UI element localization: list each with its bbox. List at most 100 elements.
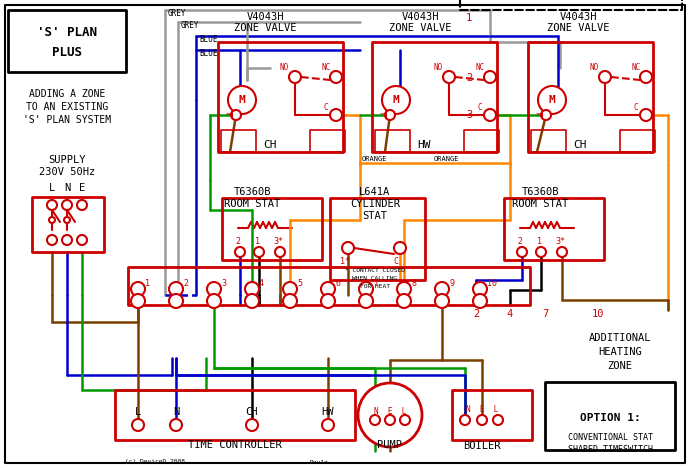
- Circle shape: [359, 294, 373, 308]
- Text: N: N: [64, 183, 70, 193]
- Bar: [330, 198, 425, 280]
- Text: PLUS: PLUS: [52, 45, 82, 58]
- Text: NO: NO: [589, 64, 599, 73]
- Text: ⊣: ⊣: [225, 109, 233, 122]
- Circle shape: [385, 415, 395, 425]
- Text: 8: 8: [411, 279, 416, 288]
- Text: BLUE: BLUE: [199, 35, 217, 44]
- Circle shape: [640, 71, 652, 83]
- Text: 1: 1: [145, 279, 150, 288]
- Bar: [464, 130, 499, 152]
- Circle shape: [283, 294, 297, 308]
- Text: 230V 50Hz: 230V 50Hz: [39, 167, 95, 177]
- Circle shape: [321, 282, 335, 296]
- Circle shape: [473, 294, 487, 308]
- Text: GREY: GREY: [181, 21, 199, 29]
- Text: 4: 4: [507, 309, 513, 319]
- Text: HW: HW: [322, 407, 334, 417]
- Circle shape: [321, 294, 335, 308]
- Text: M: M: [393, 95, 400, 105]
- Circle shape: [228, 86, 256, 114]
- Text: NO: NO: [279, 64, 288, 73]
- Text: M: M: [549, 95, 555, 105]
- Circle shape: [493, 415, 503, 425]
- Circle shape: [599, 71, 611, 83]
- Text: ROOM STAT: ROOM STAT: [512, 199, 568, 209]
- Circle shape: [131, 282, 145, 296]
- Circle shape: [289, 71, 301, 83]
- Bar: [128, 267, 530, 305]
- Text: SUPPLY: SUPPLY: [48, 155, 86, 165]
- Text: NC: NC: [475, 64, 484, 73]
- Text: E: E: [79, 183, 85, 193]
- Circle shape: [245, 294, 259, 308]
- Text: 1*: 1*: [340, 257, 350, 266]
- Text: C: C: [477, 103, 482, 112]
- Bar: [528, 42, 653, 152]
- Text: CH: CH: [264, 140, 277, 150]
- Text: 7: 7: [373, 279, 378, 288]
- Circle shape: [47, 200, 57, 210]
- Text: T6360B: T6360B: [521, 187, 559, 197]
- Circle shape: [460, 415, 470, 425]
- Text: N  E  L: N E L: [374, 408, 406, 417]
- Bar: [32, 197, 104, 252]
- Circle shape: [330, 109, 342, 121]
- Text: T6360B: T6360B: [233, 187, 270, 197]
- Text: 9: 9: [449, 279, 454, 288]
- Circle shape: [400, 415, 410, 425]
- Text: ZONE VALVE: ZONE VALVE: [234, 23, 296, 33]
- Text: C: C: [393, 257, 399, 266]
- Text: * CONTACT CLOSED: * CONTACT CLOSED: [345, 268, 405, 272]
- Bar: [531, 130, 566, 152]
- Circle shape: [397, 282, 411, 296]
- Text: 1: 1: [466, 13, 472, 23]
- Text: 'S' PLAN: 'S' PLAN: [37, 27, 97, 39]
- Text: 2: 2: [183, 279, 188, 288]
- Circle shape: [342, 242, 354, 254]
- Text: C: C: [324, 103, 328, 112]
- Circle shape: [235, 247, 245, 257]
- Circle shape: [322, 419, 334, 431]
- Text: ADDITIONAL: ADDITIONAL: [589, 333, 651, 343]
- Circle shape: [517, 247, 527, 257]
- Text: Rev1a: Rev1a: [310, 460, 328, 465]
- Text: N  E  L: N E L: [466, 405, 498, 415]
- Text: NC: NC: [322, 64, 331, 73]
- Circle shape: [541, 110, 551, 120]
- Text: PUMP: PUMP: [377, 440, 402, 450]
- Text: STAT: STAT: [362, 211, 388, 221]
- Circle shape: [62, 200, 72, 210]
- Text: HW: HW: [417, 140, 431, 150]
- Circle shape: [77, 235, 87, 245]
- Circle shape: [207, 282, 221, 296]
- Text: 7: 7: [542, 309, 548, 319]
- Bar: [452, 390, 532, 440]
- Text: ADDING A ZONE: ADDING A ZONE: [29, 89, 105, 99]
- Circle shape: [170, 419, 182, 431]
- Circle shape: [254, 247, 264, 257]
- Text: WHEN CALLING: WHEN CALLING: [353, 276, 397, 280]
- Circle shape: [435, 282, 449, 296]
- Bar: [221, 130, 256, 152]
- Circle shape: [473, 282, 487, 296]
- Circle shape: [536, 247, 546, 257]
- Text: V4043H: V4043H: [560, 12, 597, 22]
- Text: BLUE: BLUE: [199, 49, 217, 58]
- Bar: [115, 390, 355, 440]
- Text: CH: CH: [573, 140, 586, 150]
- Circle shape: [435, 294, 449, 308]
- Text: NC: NC: [631, 64, 640, 73]
- Circle shape: [275, 247, 285, 257]
- Text: M: M: [239, 95, 246, 105]
- Circle shape: [477, 415, 487, 425]
- Text: ZONE VALVE: ZONE VALVE: [546, 23, 609, 33]
- Text: SHARED TIMESWITCH: SHARED TIMESWITCH: [567, 445, 653, 453]
- Text: V4043H: V4043H: [402, 12, 439, 22]
- Text: NO: NO: [433, 64, 442, 73]
- Text: 3*: 3*: [555, 237, 565, 247]
- Circle shape: [385, 110, 395, 120]
- Bar: [460, 0, 682, 10]
- Bar: [504, 198, 604, 260]
- Text: 2: 2: [518, 237, 522, 247]
